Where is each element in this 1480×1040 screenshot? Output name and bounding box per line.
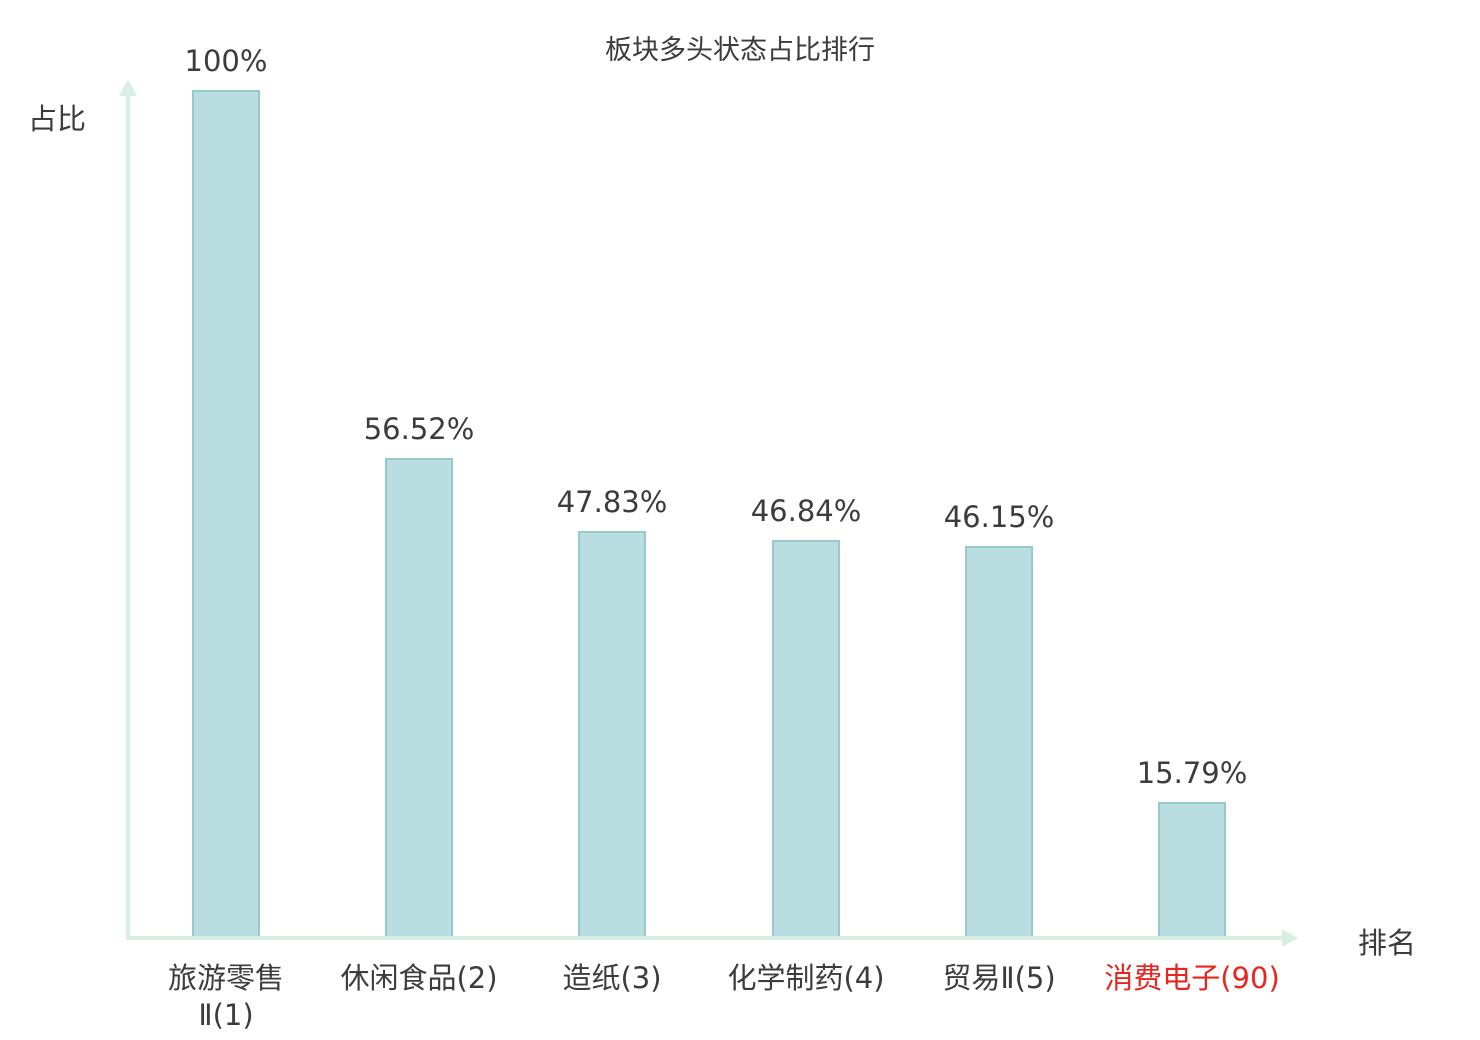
y-axis-arrow-icon — [119, 80, 137, 96]
x-axis-line — [126, 936, 1284, 940]
bar-5 — [965, 546, 1033, 936]
category-label: 化学制药(4) — [727, 961, 885, 995]
bar-value-label: 100% — [184, 44, 268, 78]
category-label: 休闲食品(2) — [340, 961, 498, 995]
bar-value-label: 15.79% — [1136, 756, 1248, 790]
bar-value-label: 47.83% — [556, 485, 668, 519]
chart-title: 板块多头状态占比排行 — [605, 35, 875, 66]
category-label: 消费电子(90) — [1104, 961, 1280, 995]
x-axis-label: 排名 — [1358, 926, 1417, 960]
bar-6 — [1158, 802, 1226, 936]
bar-value-label: 56.52% — [363, 412, 475, 446]
bar-3 — [578, 531, 646, 936]
bar-4 — [772, 540, 840, 936]
bar-2 — [385, 458, 453, 936]
category-label: 造纸(3) — [562, 961, 662, 995]
y-axis-label: 占比 — [28, 102, 87, 136]
bar-value-label: 46.84% — [750, 494, 862, 528]
y-axis-line — [126, 94, 130, 940]
category-label: 贸易Ⅱ(5) — [942, 961, 1056, 995]
x-axis-arrow-icon — [1282, 929, 1298, 947]
bar-1 — [192, 90, 260, 936]
category-label: 旅游零售 Ⅱ(1) — [167, 961, 284, 1032]
bar-value-label: 46.15% — [943, 500, 1055, 534]
